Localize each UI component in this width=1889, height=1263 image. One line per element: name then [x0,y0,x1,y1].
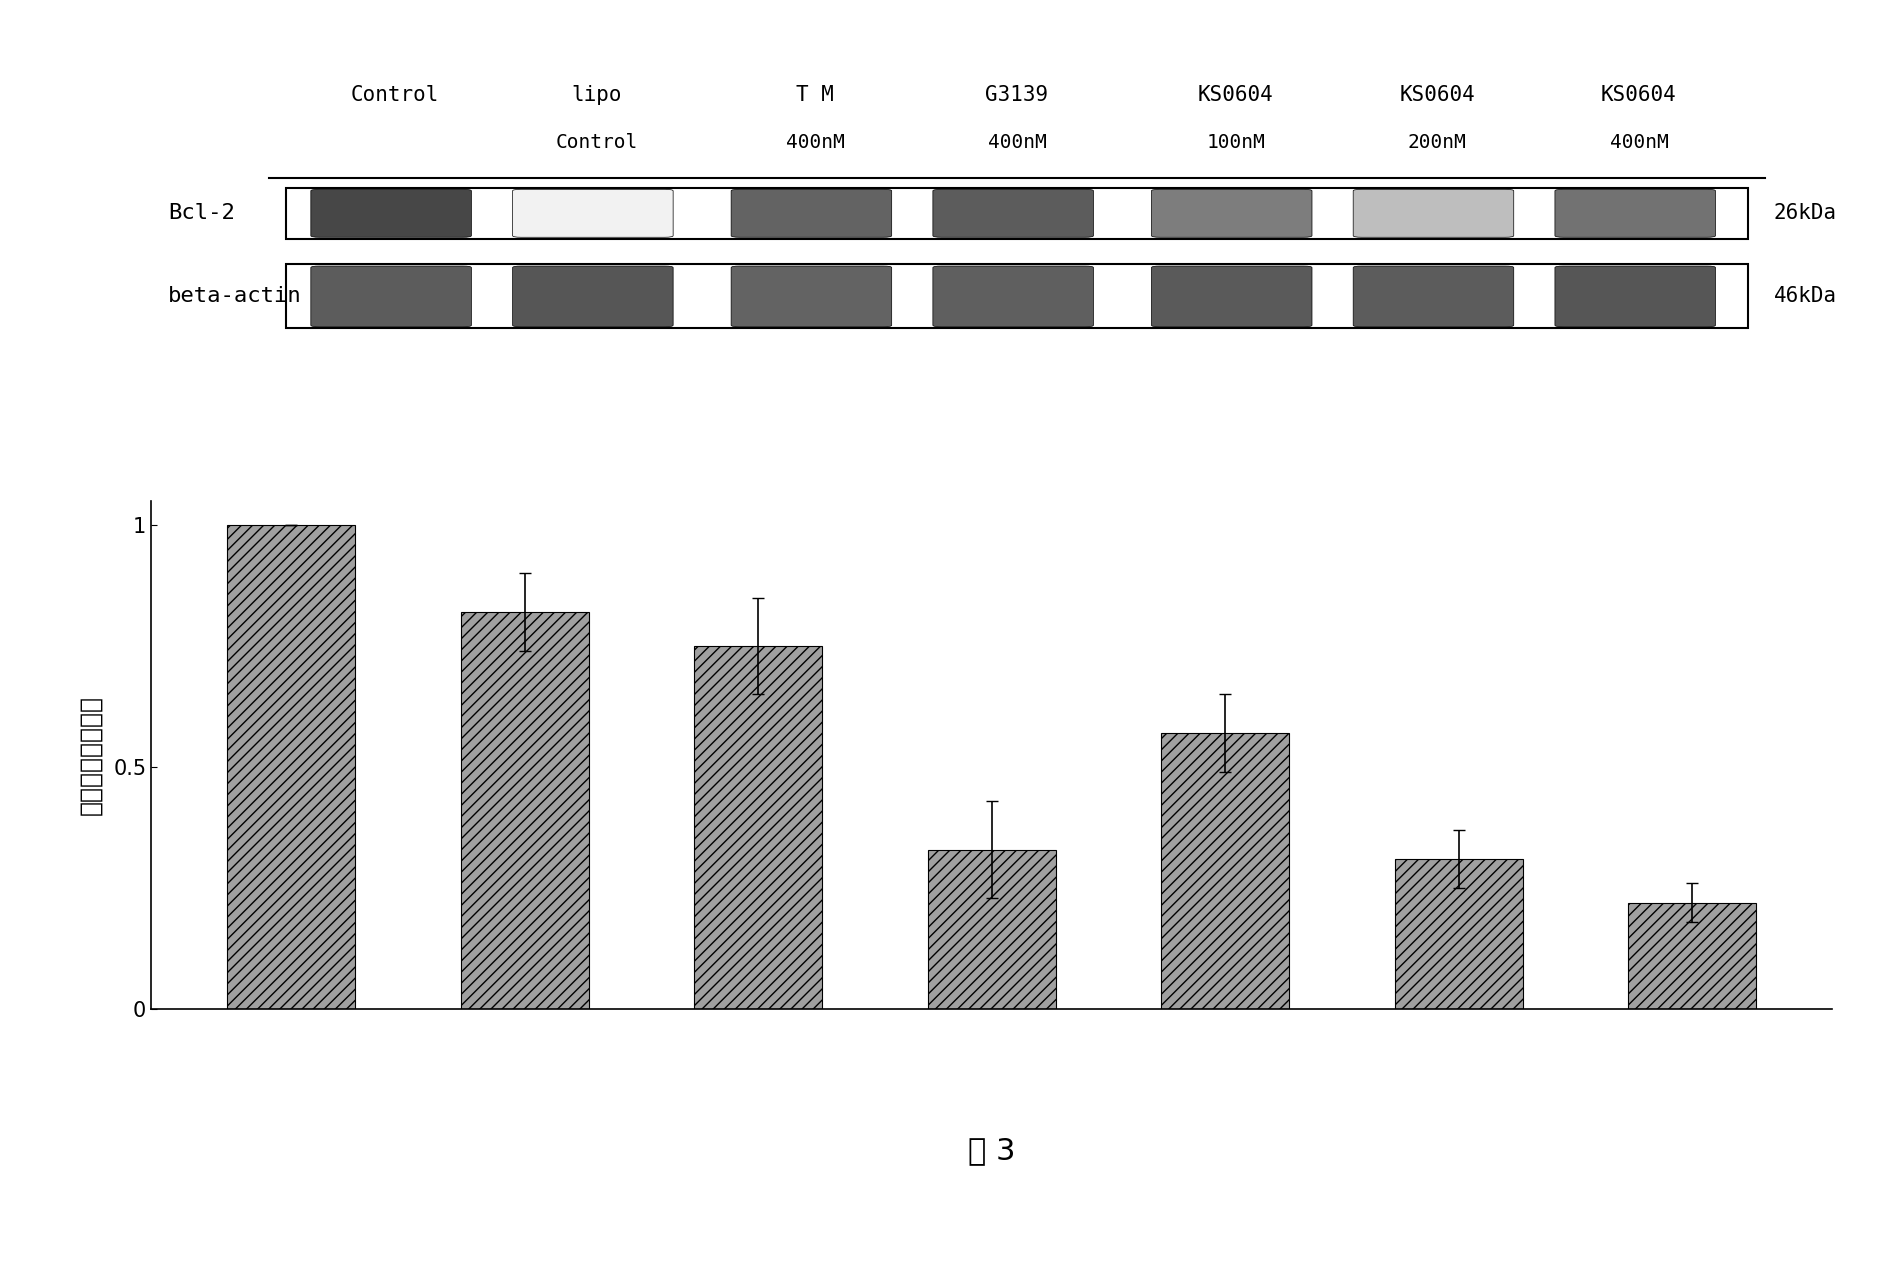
FancyBboxPatch shape [1152,189,1313,237]
FancyBboxPatch shape [731,189,892,237]
Text: 400nM: 400nM [1609,134,1668,153]
Text: KS0604: KS0604 [1198,86,1273,105]
Bar [1162,734,1290,1009]
FancyBboxPatch shape [1152,266,1313,327]
Text: T M: T M [797,86,835,105]
FancyBboxPatch shape [512,189,672,237]
Bar [1394,859,1523,1009]
FancyBboxPatch shape [1555,266,1715,327]
Bar [461,613,589,1009]
Text: 100nM: 100nM [1205,134,1266,153]
Text: KS0604: KS0604 [1400,86,1475,105]
Text: 26kDa: 26kDa [1774,203,1836,224]
Bar [285,188,1749,239]
FancyBboxPatch shape [312,266,472,327]
Text: lipo: lipo [570,86,621,105]
Text: 图 3: 图 3 [967,1137,1016,1166]
Text: 400nM: 400nM [988,134,1047,153]
FancyBboxPatch shape [1353,266,1513,327]
Bar [1628,903,1757,1009]
Text: 200nM: 200nM [1407,134,1466,153]
Text: Control: Control [351,86,438,105]
Bar [927,850,1056,1009]
Text: beta-actin: beta-actin [168,287,302,307]
FancyBboxPatch shape [1353,189,1513,237]
Bar [227,525,355,1009]
Text: Control: Control [555,134,638,153]
FancyBboxPatch shape [312,189,472,237]
FancyBboxPatch shape [512,266,672,327]
Text: KS0604: KS0604 [1602,86,1677,105]
Bar [693,647,822,1009]
FancyBboxPatch shape [1555,189,1715,237]
Text: 46kDa: 46kDa [1774,287,1836,307]
Text: 400nM: 400nM [786,134,844,153]
Bar [285,264,1749,328]
Y-axis label: 相对蚌白质表达量: 相对蚌白质表达量 [77,695,102,815]
FancyBboxPatch shape [933,266,1094,327]
Text: G3139: G3139 [986,86,1048,105]
FancyBboxPatch shape [731,266,892,327]
FancyBboxPatch shape [933,189,1094,237]
Text: Bcl-2: Bcl-2 [168,203,234,224]
